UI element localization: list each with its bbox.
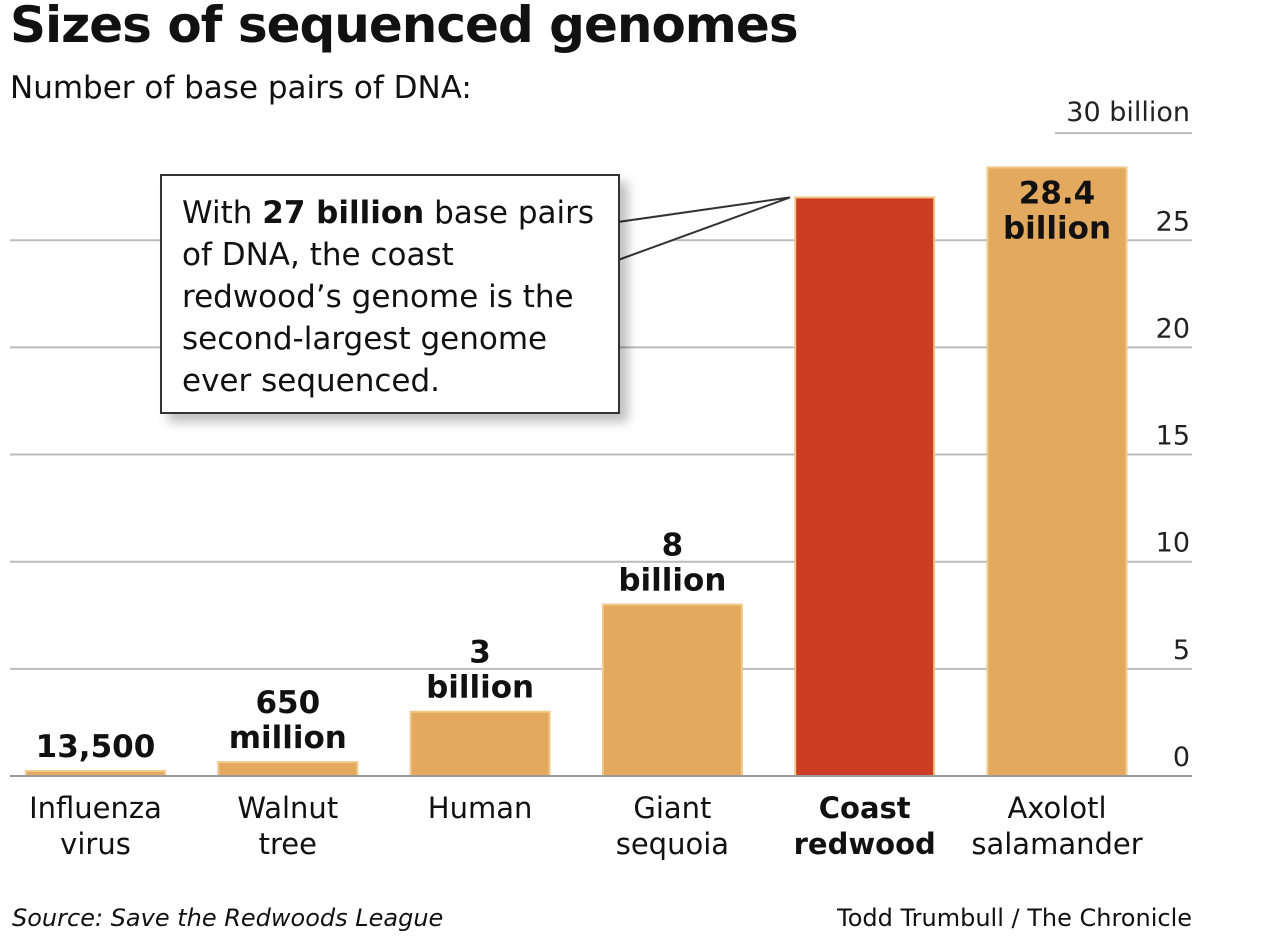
callout-text-start: With bbox=[182, 195, 263, 231]
bar bbox=[409, 710, 551, 778]
callout-box: With 27 billion base pairs of DNA, the c… bbox=[160, 174, 620, 414]
source-note: Source: Save the Redwoods League bbox=[12, 904, 444, 932]
bar bbox=[794, 196, 936, 777]
chart-title: Sizes of sequenced genomes bbox=[10, 0, 799, 54]
bar bbox=[601, 603, 743, 777]
callout-text-bold: 27 billion bbox=[262, 195, 425, 231]
category-label: virus bbox=[60, 827, 131, 861]
y-tick-label: 15 bbox=[1156, 421, 1190, 452]
category-label: tree bbox=[259, 827, 317, 861]
value-label: 13,500 bbox=[36, 729, 156, 765]
category-label: Coast bbox=[819, 791, 911, 825]
callout-pointer-outline bbox=[617, 196, 791, 261]
y-tick-label: 5 bbox=[1173, 635, 1190, 666]
callout-text-end: base pairs of DNA, the coast redwood’s g… bbox=[182, 195, 595, 399]
credit-line: Todd Trumbull / The Chronicle bbox=[837, 904, 1192, 932]
category-label: redwood bbox=[794, 827, 936, 861]
y-tick-label: 20 bbox=[1156, 313, 1190, 344]
value-label: billion bbox=[1003, 210, 1111, 246]
value-label: 28.4 bbox=[1019, 175, 1096, 211]
value-label: billion bbox=[618, 563, 726, 599]
chart-subtitle: Number of base pairs of DNA: bbox=[10, 70, 472, 106]
bar bbox=[217, 761, 359, 777]
category-label: sequoia bbox=[616, 827, 729, 861]
category-label: Human bbox=[428, 791, 533, 825]
y-tick-label: 25 bbox=[1156, 206, 1190, 237]
value-label: 650 bbox=[255, 685, 320, 721]
value-label: 3 bbox=[469, 635, 491, 671]
category-label: Influenza bbox=[29, 791, 162, 825]
value-label: billion bbox=[426, 670, 534, 706]
category-label: Axolotl bbox=[1007, 791, 1106, 825]
y-tick-label: 0 bbox=[1173, 742, 1190, 773]
value-label: 8 bbox=[662, 528, 684, 564]
value-label: million bbox=[229, 720, 347, 756]
category-label: salamander bbox=[971, 827, 1142, 861]
category-label: Giant bbox=[633, 791, 711, 825]
category-label: Walnut bbox=[237, 791, 338, 825]
y-tick-label: 10 bbox=[1156, 528, 1190, 559]
bar bbox=[986, 166, 1128, 777]
y-tick-label: 30 billion bbox=[1066, 97, 1190, 128]
